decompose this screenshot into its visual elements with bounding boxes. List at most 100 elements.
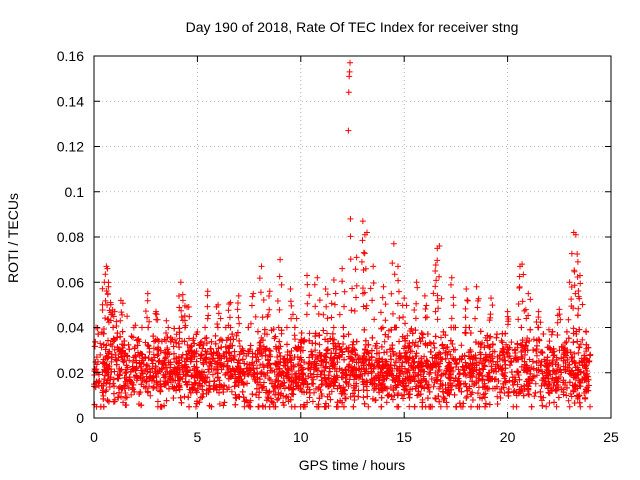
- data-point: [560, 377, 567, 384]
- data-point: [322, 364, 329, 371]
- data-point: [115, 375, 122, 382]
- data-point: [268, 380, 275, 387]
- data-point: [176, 344, 183, 351]
- data-point: [345, 344, 352, 351]
- data-point: [299, 370, 306, 377]
- data-point: [363, 368, 370, 375]
- data-point: [392, 359, 399, 366]
- data-point: [448, 324, 455, 331]
- data-point: [580, 369, 587, 376]
- data-point: [176, 325, 183, 332]
- data-point: [206, 362, 213, 369]
- data-point: [99, 387, 106, 394]
- data-point: [371, 316, 378, 323]
- chart-title: Day 190 of 2018, Rate Of TEC Index for r…: [186, 19, 519, 35]
- data-point: [508, 359, 515, 366]
- data-point: [543, 366, 550, 373]
- data-point: [400, 371, 407, 378]
- data-point: [359, 379, 366, 386]
- data-point: [560, 344, 567, 351]
- data-point: [232, 401, 239, 408]
- data-point: [574, 338, 581, 345]
- data-point: [480, 384, 487, 391]
- data-point: [105, 350, 112, 357]
- data-point: [528, 403, 535, 410]
- data-point: [176, 386, 183, 393]
- data-point: [369, 334, 376, 341]
- data-point: [583, 374, 590, 381]
- data-point: [410, 365, 417, 372]
- data-point: [391, 324, 398, 331]
- data-point: [138, 359, 145, 366]
- data-point: [333, 372, 340, 379]
- data-point: [217, 315, 224, 322]
- data-point: [244, 370, 251, 377]
- data-point: [577, 280, 584, 287]
- data-point: [93, 354, 100, 361]
- data-point: [178, 399, 185, 406]
- data-point: [164, 346, 171, 353]
- data-point: [95, 331, 102, 338]
- data-point: [400, 345, 407, 352]
- data-point: [318, 390, 325, 397]
- data-point: [97, 351, 104, 358]
- data-point: [330, 324, 337, 331]
- data-point: [118, 309, 125, 316]
- data-point: [144, 368, 151, 375]
- data-point: [448, 315, 455, 322]
- data-point: [506, 377, 513, 384]
- data-point: [186, 386, 193, 393]
- data-point: [426, 371, 433, 378]
- data-point: [434, 292, 441, 299]
- data-point: [227, 342, 234, 349]
- data-point: [490, 358, 497, 365]
- y-tick-label: 0.04: [57, 320, 84, 336]
- data-point: [301, 401, 307, 408]
- data-point: [96, 378, 103, 385]
- data-point: [544, 354, 551, 361]
- data-point: [320, 327, 327, 334]
- data-point: [358, 258, 365, 265]
- data-point: [463, 364, 470, 371]
- data-point: [418, 383, 425, 390]
- data-point: [116, 348, 123, 355]
- data-point: [147, 392, 154, 399]
- data-point: [539, 377, 546, 384]
- data-point: [520, 392, 527, 399]
- data-point: [314, 373, 321, 380]
- data-point: [574, 250, 581, 257]
- data-point: [493, 331, 500, 338]
- data-point: [413, 383, 420, 390]
- y-tick-label: 0.06: [57, 274, 84, 290]
- data-point: [109, 338, 116, 345]
- data-point: [512, 376, 519, 383]
- data-point: [317, 386, 324, 393]
- data-point: [462, 330, 469, 337]
- data-point: [162, 354, 169, 361]
- data-point: [209, 371, 216, 378]
- data-point: [266, 347, 273, 354]
- data-point: [166, 351, 173, 358]
- data-point: [305, 360, 312, 367]
- data-point: [184, 355, 191, 362]
- data-point: [122, 378, 129, 385]
- data-point: [295, 368, 302, 375]
- data-point-peak: [353, 254, 360, 261]
- data-point: [260, 364, 267, 371]
- data-point: [324, 330, 331, 337]
- data-point: [229, 331, 236, 338]
- data-point: [227, 365, 234, 372]
- data-point: [121, 338, 128, 345]
- data-point: [379, 381, 386, 388]
- data-point: [467, 360, 474, 367]
- data-point: [203, 379, 210, 386]
- data-point: [184, 341, 191, 348]
- data-point: [515, 390, 522, 397]
- data-point: [406, 394, 413, 401]
- data-point: [453, 360, 460, 367]
- data-point: [586, 352, 593, 359]
- data-point: [526, 337, 533, 344]
- data-point: [568, 296, 575, 303]
- data-point: [368, 354, 375, 361]
- data-point: [450, 294, 457, 301]
